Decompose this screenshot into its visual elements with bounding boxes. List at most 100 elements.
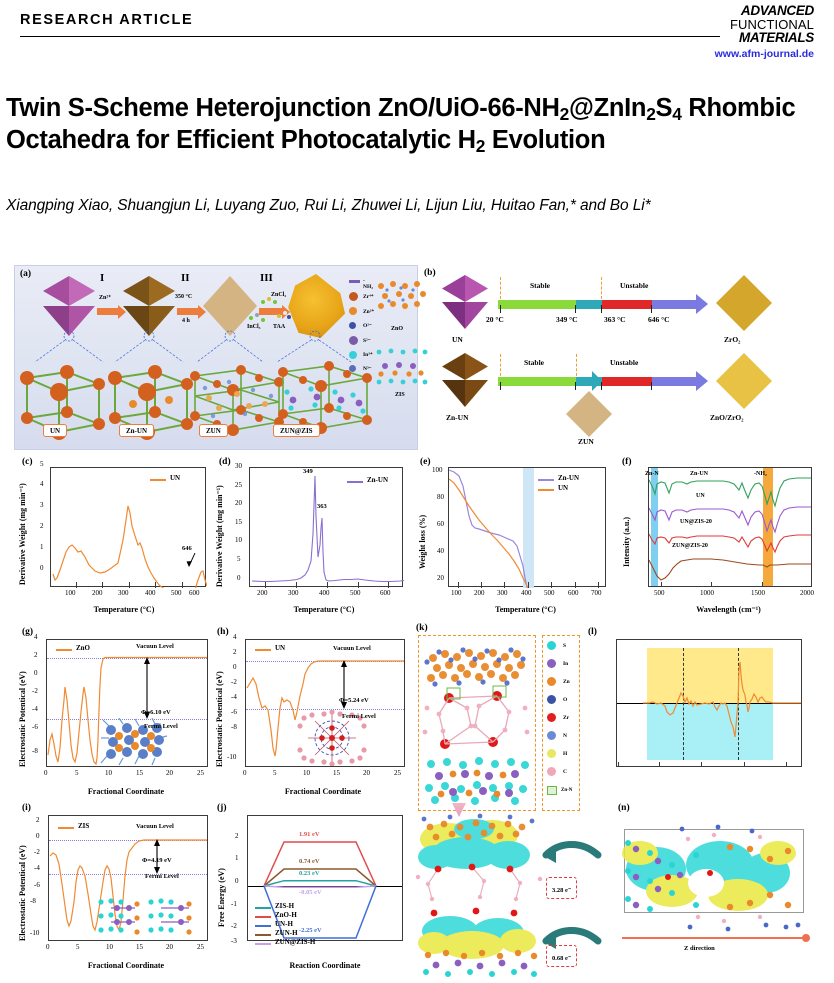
panel-f-curve-label-zn-un: Zn-UN [690,471,709,477]
xtick [744,762,745,766]
panel-j-legend-1: ZnO-H [275,911,297,919]
panel-g-phi-label: Φ=6.10 eV [141,709,171,716]
panel-i-ytick: -4 [34,864,40,872]
panel-g-ytick: 4 [34,633,38,641]
legend-label-zn: Zn²⁺ [363,309,375,315]
fermi-level-line-i [49,874,207,875]
panel-e-legend-line-1 [538,479,554,481]
panel-c-xtick: 100 [65,589,76,597]
panel-e-legend-line-2 [538,489,554,491]
legend-label-s: S²⁻ [363,338,371,344]
xtick [128,582,130,588]
xtick [661,582,662,586]
xtick [102,582,103,588]
panel-i-ytick: -6 [34,881,40,889]
panel-e-curves [449,469,529,588]
panel-e-xtick: 700 [591,589,602,597]
panel-b-label: (b) [424,268,436,278]
panel-f-band-zn-n [651,468,658,586]
panel-l-charge-density: (l) [576,627,820,805]
panel-b-thermal-stability: (b) UN 20 °C 349 °C 363 °C 646 ° [424,265,820,450]
panel-j-ytick: 1 [235,854,239,862]
panel-c-ylabel: Derivative Weight (mg min⁻¹) [18,483,27,585]
xtick [265,582,266,588]
panel-l-label: (l) [588,627,597,637]
panel-b-mid-label: ZUN [578,437,594,446]
panel-k-structure [422,647,530,805]
panel-d-legend-line [347,481,363,483]
panel-h-inset-structure [297,710,367,766]
article-type-label: RESEARCH ARTICLE [20,12,194,28]
panel-h-label: (h) [217,627,229,637]
zis-structure-mini [376,348,428,385]
panel-i-legend-label: ZIS [78,822,90,830]
octahedron-zun-zis [288,274,345,338]
panel-g-vacuum-label: Vacuun Level [136,643,174,650]
panel-e-legend-2: UN [558,484,569,492]
panel-d-curve [251,475,404,583]
panel-b-row2-left-label: Zn-UN [446,413,469,422]
panel-j-legend-line-4 [255,943,271,945]
panel-h-ytick: -8 [231,723,237,731]
page-title: Twin S-Scheme Heterojunction ZnO/UiO-66-… [6,94,796,157]
panel-k-legend-zr: Zr [563,715,570,721]
atom-in-icon [547,659,556,668]
zno-structure-mini [378,281,426,309]
panel-i-xlabel: Fractional Coordinate [87,961,165,970]
octahedron-zno-zro2 [716,353,772,409]
timeline-stable-1 [498,300,576,309]
reagent-incl3: InCl₃ [247,324,261,330]
panel-i-ytick: -10 [30,929,40,937]
panel-b-row1-left-label: UN [452,335,463,344]
panel-i-ytick: 0 [36,832,40,840]
panel-j-axes [247,815,403,941]
panel-i-vacuum-label: Vacuun Level [136,823,174,830]
temp-363c: 363 °C [604,315,626,324]
fermi-level-line-g [47,719,207,720]
panel-e-xtick: 400 [521,589,532,597]
panel-e-xtick: 600 [568,589,579,597]
molecule-atom [283,311,287,315]
panel-k-model-box [418,635,536,811]
panel-e-xtick: 100 [451,589,462,597]
journal-url[interactable]: www.afm-journal.de [714,48,814,60]
xtick [388,582,389,588]
xtick [296,582,297,588]
legend-label-o: O²⁻ [363,323,372,329]
zn-n-bond-icon [547,786,557,795]
arrow-step-2 [177,304,206,319]
atom-h-icon [547,749,556,758]
panel-i-xtick: 5 [76,943,80,951]
xtick [358,582,359,588]
zr4-icon [349,292,358,301]
panel-f-curves [649,477,811,581]
panel-j-ylabel: Free Energy (eV) [217,868,226,927]
step-label-I: I [100,272,105,284]
panel-e-ytick: 100 [432,466,443,474]
panel-c-label: (c) [22,457,33,467]
panel-k-legend-in: In [563,661,569,667]
panel-d-xtick: 500 [350,589,361,597]
panel-g-xtick: 25 [197,769,204,777]
panel-i-workfunction-zis: (i) Electrostatic Potentical (eV) Fracti… [14,803,214,975]
panel-i-label: (i) [22,803,31,813]
step-label-II: II [181,272,190,284]
panel-d-ytick: 25 [235,481,242,489]
n3-icon [349,365,356,372]
panel-n-z-direction-view: (n) [610,803,820,975]
panel-d-annot-349: 349 [303,468,313,475]
xtick [701,762,702,766]
panel-j-legend-line-2 [255,925,271,927]
panel-c-legend-label: UN [170,474,181,482]
o2-icon [349,322,356,329]
panel-c-xtick: 200 [92,589,103,597]
panel-k-heterojunction-model: (k) [414,623,582,813]
panel-h-ytick: -4 [231,693,237,701]
timeline-arrow-1 [696,294,708,314]
octahedron-zun-mid [566,391,612,437]
panel-j-xlabel: Reaction Coordinate [289,961,361,970]
panel-m-arrows [542,841,602,949]
octahedron-zn-un [123,276,175,336]
panel-g-curve [47,656,207,766]
panel-l-band-top [647,648,773,704]
